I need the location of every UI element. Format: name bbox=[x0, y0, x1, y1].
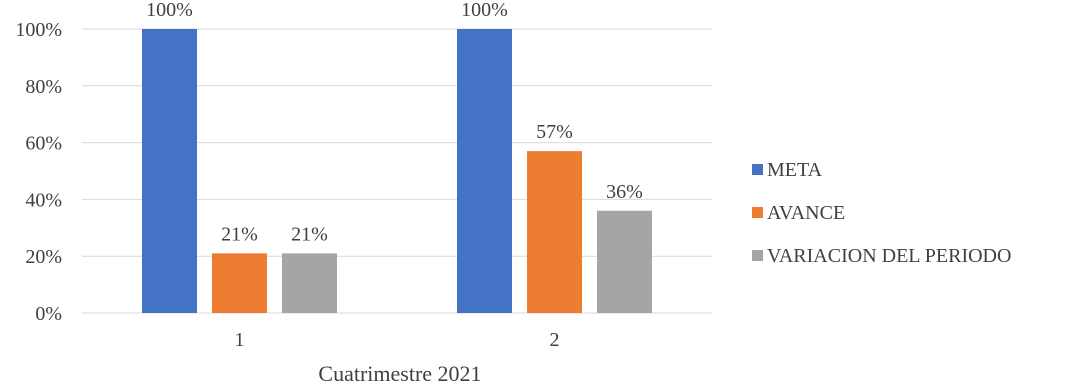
bars bbox=[142, 29, 652, 313]
bar-meta-1 bbox=[142, 29, 197, 313]
legend-swatch bbox=[752, 250, 763, 261]
data-label: 100% bbox=[461, 0, 508, 21]
legend-label: AVANCE bbox=[767, 202, 845, 224]
legend-swatch bbox=[752, 164, 763, 175]
x-axis-title: Cuatrimestre 2021 bbox=[318, 361, 481, 386]
data-label: 21% bbox=[291, 223, 328, 245]
legend: META AVANCE VARIACION DEL PERIODO bbox=[752, 159, 1011, 267]
y-tick-label: 100% bbox=[15, 19, 62, 41]
y-tick-label: 20% bbox=[25, 246, 62, 268]
y-tick-label: 40% bbox=[25, 189, 62, 211]
legend-label: META bbox=[767, 159, 823, 181]
y-axis-ticks: 0% 20% 40% 60% 80% 100% bbox=[15, 19, 62, 325]
x-tick-label: 2 bbox=[550, 329, 560, 351]
bar-avance-1 bbox=[212, 253, 267, 313]
bar-meta-2 bbox=[457, 29, 512, 313]
data-label: 57% bbox=[536, 121, 573, 143]
bar-variacion-del-periodo-2 bbox=[597, 210, 652, 313]
data-label: 21% bbox=[221, 223, 258, 245]
y-tick-label: 60% bbox=[25, 133, 62, 155]
data-labels: 100% 21% 21% 100% 57% 36% bbox=[146, 0, 643, 245]
bar-avance-2 bbox=[527, 151, 582, 313]
y-tick-label: 80% bbox=[25, 76, 62, 98]
data-label: 100% bbox=[146, 0, 193, 21]
x-tick-label: 1 bbox=[235, 329, 245, 351]
legend-swatch bbox=[752, 207, 763, 218]
bar-variacion-del-periodo-1 bbox=[282, 253, 337, 313]
y-tick-label: 0% bbox=[35, 303, 62, 325]
data-label: 36% bbox=[606, 181, 643, 203]
legend-label: VARIACION DEL PERIODO bbox=[767, 245, 1011, 267]
